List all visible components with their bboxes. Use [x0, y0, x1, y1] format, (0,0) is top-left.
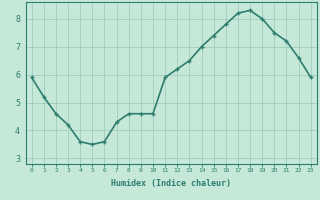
X-axis label: Humidex (Indice chaleur): Humidex (Indice chaleur)	[111, 179, 231, 188]
